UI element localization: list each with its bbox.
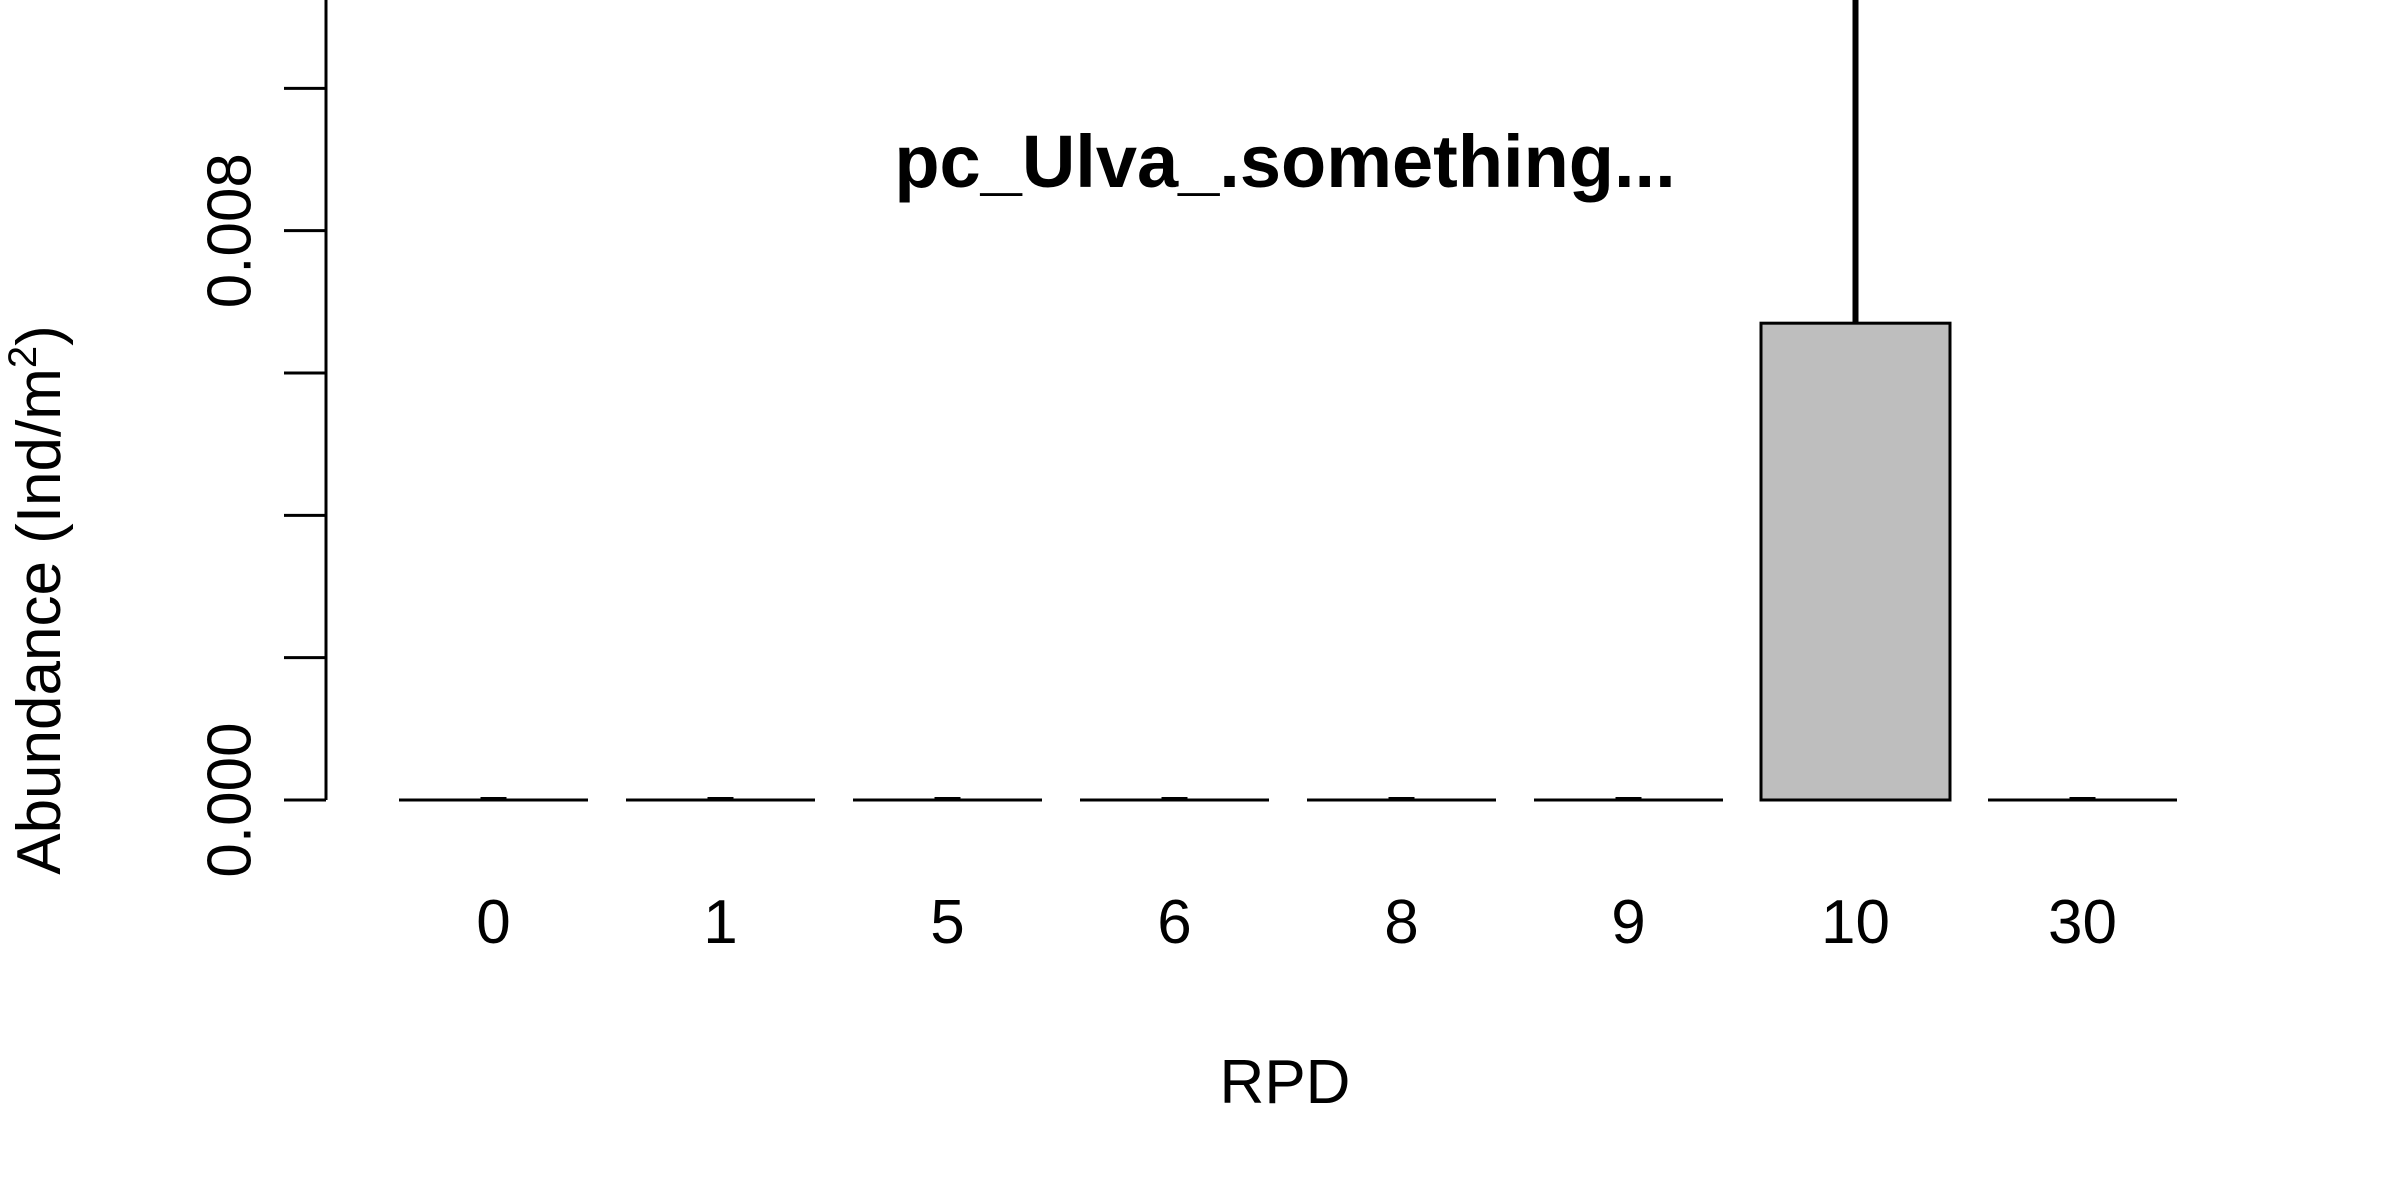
- x-tick-label: 30: [2048, 888, 2117, 957]
- y-axis-label-superscript: 2: [1, 346, 45, 368]
- y-axis-label: Abundance (Ind/m2): [1, 325, 74, 875]
- x-axis-label: RPD: [1220, 1048, 1351, 1117]
- x-tick-label: 0: [476, 888, 510, 957]
- chart-title: pc_Ulva_.something...: [894, 120, 1675, 203]
- x-tick-label: 1: [703, 888, 737, 957]
- x-tick-label: 9: [1611, 888, 1645, 957]
- x-tick-label: 5: [930, 888, 964, 957]
- bar: [1759, 321, 1952, 802]
- y-axis-label-close: ): [5, 325, 74, 346]
- error-bars-group: [480, 0, 2096, 801]
- bars-group: [399, 321, 2177, 802]
- y-tick-label: 0.000: [195, 722, 264, 877]
- x-tick-label: 6: [1157, 888, 1191, 957]
- y-axis: 0.000 0.008: [195, 0, 328, 878]
- x-tick-label: 8: [1384, 888, 1418, 957]
- y-tick-label: 0.008: [195, 153, 264, 308]
- x-tick-label: 10: [1821, 888, 1890, 957]
- y-axis-label-main: Abundance (Ind/m: [5, 368, 74, 875]
- x-tick-labels: 0 1 5 6 8 9 10 30: [476, 888, 2117, 957]
